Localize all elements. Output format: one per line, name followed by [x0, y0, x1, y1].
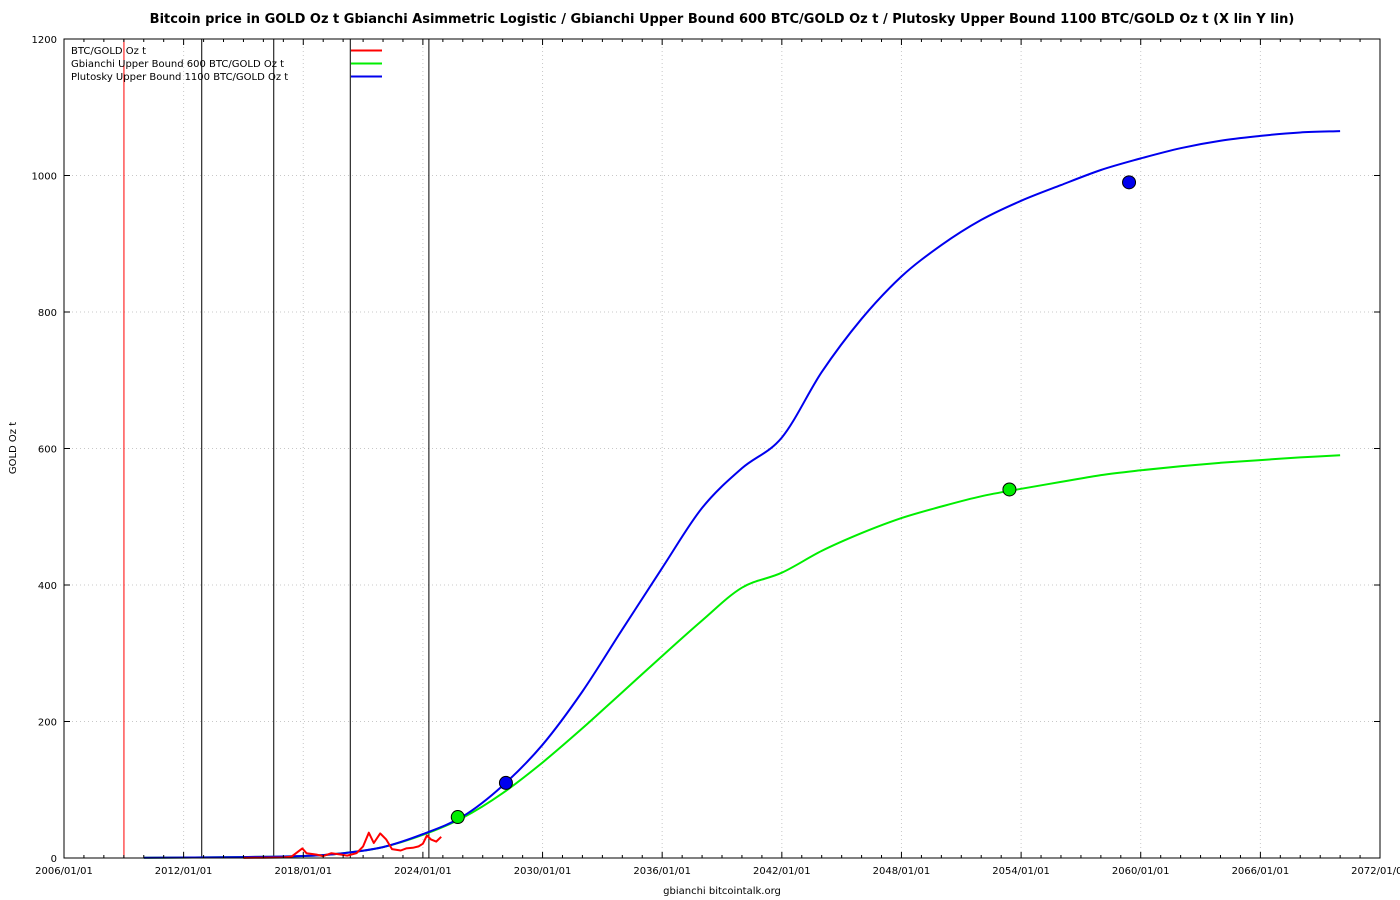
chart-title: Bitcoin price in GOLD Oz t Gbianchi Asim… — [150, 12, 1295, 27]
series-line-0 — [243, 831, 442, 859]
x-axis-label: gbianchi bitcointalk.org — [663, 886, 781, 897]
x-tick-label: 2054/01/01 — [992, 866, 1050, 877]
point-marker — [450, 810, 465, 825]
x-tick-label: 2066/01/01 — [1232, 866, 1290, 877]
legend-label: Plutosky Upper Bound 1100 BTC/GOLD Oz t — [71, 72, 288, 83]
y-tick-label: 200 — [38, 718, 57, 729]
point-marker — [1122, 175, 1137, 190]
x-tick-label: 2060/01/01 — [1112, 866, 1170, 877]
legend-label: Gbianchi Upper Bound 600 BTC/GOLD Oz t — [71, 59, 284, 70]
series-line-2 — [143, 130, 1341, 859]
x-tick-label: 2030/01/01 — [514, 866, 572, 877]
x-tick-label: 2042/01/01 — [753, 866, 811, 877]
legend-label: BTC/GOLD Oz t — [71, 46, 146, 57]
x-tick-label: 2072/01/01 — [1351, 866, 1400, 877]
y-tick-label: 600 — [38, 445, 57, 456]
x-tick-label: 2036/01/01 — [633, 866, 691, 877]
y-tick-label: 400 — [38, 581, 57, 592]
y-tick-label: 1000 — [32, 172, 57, 183]
y-tick-label: 0 — [51, 854, 57, 865]
y-axis-label: GOLD Oz t — [8, 422, 19, 474]
x-tick-label: 2048/01/01 — [873, 866, 931, 877]
axis-ticks: 2006/01/01 2012/01/01 2018/01/01 2024/01/01… — [32, 35, 1400, 877]
x-tick-label: 2018/01/01 — [274, 866, 332, 877]
legend: BTC/GOLD Oz t Gbianchi Upper Bound 600 BT… — [71, 46, 382, 83]
x-tick-label: 2012/01/01 — [155, 866, 213, 877]
point-markers — [450, 175, 1137, 825]
point-marker — [1002, 482, 1017, 497]
vertical-markers — [123, 39, 430, 858]
grid — [64, 39, 1380, 858]
x-tick-label: 2024/01/01 — [394, 866, 452, 877]
x-tick-label: 2006/01/01 — [35, 866, 93, 877]
series-group — [143, 130, 1341, 859]
point-marker — [498, 775, 513, 790]
y-tick-label: 1200 — [32, 35, 57, 46]
y-tick-label: 800 — [38, 308, 57, 319]
